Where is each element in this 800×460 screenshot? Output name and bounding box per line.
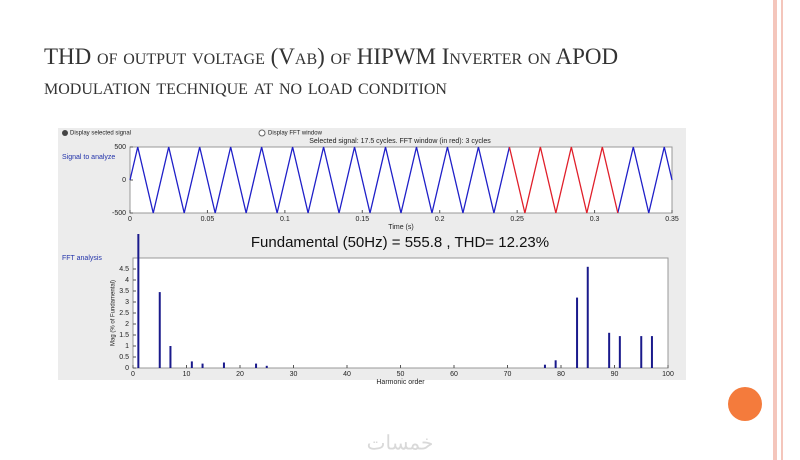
side-bar <box>773 0 777 460</box>
radio[interactable] <box>258 129 266 137</box>
x-tick-label: 70 <box>504 371 512 378</box>
bar <box>265 365 268 368</box>
subtitle: Selected signal: 17.5 cycles. FFT window… <box>309 138 491 145</box>
y-tick-label: 1 <box>125 343 129 350</box>
radio[interactable] <box>62 130 68 136</box>
x-tick-label: 90 <box>611 371 619 378</box>
bar <box>169 346 172 368</box>
x-tick-label: 80 <box>557 371 565 378</box>
plot-area <box>129 146 673 214</box>
bar <box>586 266 589 368</box>
bar <box>576 297 579 368</box>
x-tick-label: 0.1 <box>280 216 290 223</box>
x-tick-label: 60 <box>450 371 458 378</box>
x-tick-label: 100 <box>662 371 674 378</box>
x-tick-label: 0.3 <box>590 216 600 223</box>
x-tick-label: 0 <box>128 216 132 223</box>
bar <box>554 360 557 368</box>
x-tick-label: 30 <box>290 371 298 378</box>
y-tick-label: 0.5 <box>119 354 129 361</box>
y-tick-label: 3.5 <box>119 288 129 295</box>
y-tick-label: 2 <box>125 321 129 328</box>
x-axis-label: Time (s) <box>388 224 413 231</box>
y-tick-label: 4 <box>125 277 129 284</box>
slide-title: THD of output voltage (Vab) of HIPWM Inv… <box>44 44 619 99</box>
radio-label: Display selected signal <box>70 131 131 137</box>
decor-circle <box>728 387 762 421</box>
watermark: خمسات <box>367 432 434 454</box>
y-tick-label: 3 <box>125 299 129 306</box>
y-tick-label: 4.5 <box>119 266 129 273</box>
y-tick-label: 500 <box>114 144 126 151</box>
bar <box>201 363 204 368</box>
x-tick-label: 0.25 <box>510 216 524 223</box>
x-tick-label: 20 <box>236 371 244 378</box>
bar <box>190 361 193 368</box>
y-tick-label: 2.5 <box>119 310 129 317</box>
x-tick-label: 0.05 <box>201 216 215 223</box>
bar <box>640 336 643 368</box>
bar <box>608 332 611 368</box>
panel-label: Signal to analyze <box>62 154 115 161</box>
bar <box>222 362 225 368</box>
x-tick-label: 0.2 <box>435 216 445 223</box>
x-tick-label: 0.15 <box>355 216 369 223</box>
bar <box>543 364 546 368</box>
bar <box>618 336 621 368</box>
y-tick-label: -500 <box>112 210 126 217</box>
y-axis-label: Mag (% of Fundamental) <box>111 280 117 346</box>
y-tick-label: 0 <box>125 365 129 372</box>
panel-label: FFT analysis <box>62 255 102 262</box>
bar <box>137 234 140 368</box>
radio-label: Display FFT window <box>268 131 323 137</box>
signal-line <box>129 146 673 214</box>
x-tick-label: 0.35 <box>665 216 679 223</box>
x-axis-label: Harmonic order <box>376 379 425 386</box>
x-tick-label: 10 <box>183 371 191 378</box>
y-tick-label: 0 <box>122 177 126 184</box>
chart-title: Fundamental (50Hz) = 555.8 , THD= 12.23% <box>251 234 549 251</box>
side-bar <box>781 0 783 460</box>
bar <box>158 292 161 368</box>
x-tick-label: 40 <box>343 371 351 378</box>
bar <box>255 363 258 368</box>
signal-line <box>508 146 619 214</box>
y-tick-label: 1.5 <box>119 332 129 339</box>
x-tick-label: 50 <box>397 371 405 378</box>
bar <box>650 336 653 368</box>
x-tick-label: 0 <box>131 371 135 378</box>
